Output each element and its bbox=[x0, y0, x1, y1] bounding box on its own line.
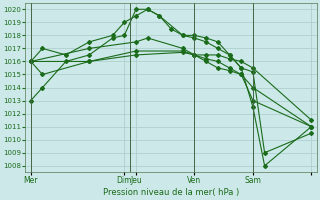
X-axis label: Pression niveau de la mer( hPa ): Pression niveau de la mer( hPa ) bbox=[103, 188, 239, 197]
